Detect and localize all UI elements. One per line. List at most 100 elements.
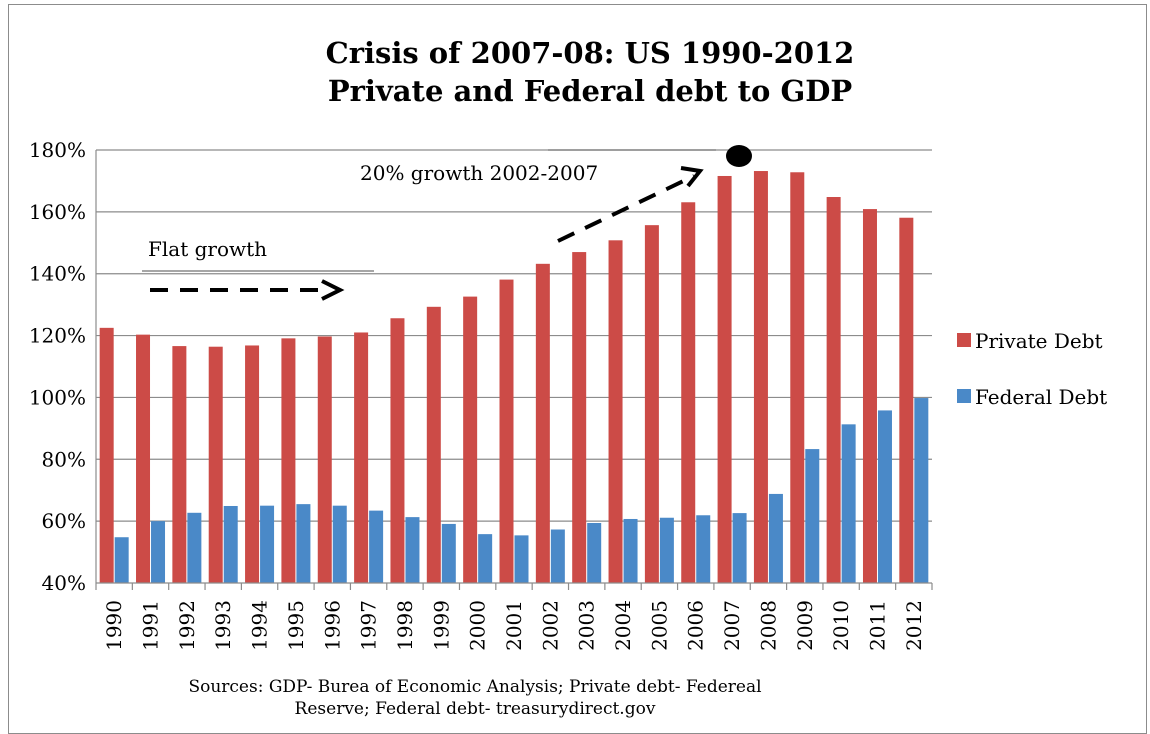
bars [99,171,929,584]
legend-swatch-federal-debt [957,389,971,403]
x-tick-label: 2004 [611,600,635,651]
x-tick-labels: 1990 1991 1992 1993 1994 1995 1996 1997 1998 1999… [102,600,926,651]
federal-debt-bar [623,518,638,583]
private-debt-bar [499,279,514,583]
y-tick-label: 160% [29,200,86,224]
private-debt-bar [862,209,877,583]
x-tick-label: 1995 [284,600,308,651]
x-tick-label: 1999 [429,600,453,651]
federal-debt-bar [151,521,166,583]
peak-marker-dot [726,145,752,167]
y-tick-labels: 180% 160% 140% 120% 100% 80% 60% 40% [29,138,86,595]
federal-debt-bar [514,535,529,583]
x-tick-label: 2009 [793,600,817,651]
private-debt-bar [826,197,841,584]
chart-title: Crisis of 2007-08: US 1990-2012 Private … [0,34,1150,110]
annotations: Flat growth 20% growth 2002-2007 [142,145,752,301]
federal-debt-bar [332,505,347,583]
x-tick-label: 1992 [175,600,199,651]
y-tick-label: 140% [29,262,86,286]
y-tick-label: 100% [29,385,86,409]
x-tick-label: 2008 [756,600,780,651]
sources-line-1: Sources: GDP- Burea of Economic Analysis… [188,677,762,697]
private-debt-bar [681,202,696,583]
x-tick-label: 1993 [211,600,235,651]
x-tick-label: 1990 [102,600,126,651]
private-debt-bar [899,217,914,583]
legend-swatch-private-debt [957,333,971,347]
private-debt-bar [354,332,369,583]
x-tick-label: 1994 [248,600,272,651]
private-debt-bar [535,263,550,583]
sources-line-2: Reserve; Federal debt- treasurydirect.go… [294,699,656,719]
private-debt-bar [572,252,587,584]
private-debt-bar [172,346,187,583]
private-debt-bar [245,345,260,583]
x-tick-label: 2003 [575,600,599,651]
private-debt-bar [753,171,768,583]
federal-debt-bar [441,523,456,583]
y-tick-label: 60% [42,509,86,533]
private-debt-bar [136,334,151,583]
federal-debt-bar [223,505,238,583]
federal-debt-bar [369,510,384,583]
federal-debt-bar [550,529,565,583]
x-tick-label: 1998 [393,600,417,651]
federal-debt-bar [296,504,311,583]
x-tick-label: 1997 [357,600,381,651]
private-debt-bar [790,172,805,584]
x-tick-label: 2012 [902,600,926,651]
private-debt-bar [99,327,114,583]
private-debt-bar [717,175,732,584]
federal-debt-bar [114,537,129,583]
x-tick-label: 2006 [684,600,708,651]
private-debt-bar [463,296,478,583]
private-debt-bar [281,338,296,583]
y-tick-label: 180% [29,138,86,162]
federal-debt-bar [877,410,892,583]
federal-debt-bar [187,512,202,583]
federal-debt-bar [768,493,783,583]
growth-label: 20% growth 2002-2007 [360,161,598,185]
private-debt-bar [208,346,223,583]
x-tick-label: 2001 [502,600,526,651]
legend: Private Debt Federal Debt [957,329,1107,409]
chart-title-line-2: Private and Federal debt to GDP [327,74,853,108]
federal-debt-bar [587,522,602,583]
federal-debt-bar [805,449,820,583]
federal-debt-bar [732,513,747,583]
axes [95,150,933,590]
y-tick-label: 40% [42,571,86,595]
legend-label-private-debt: Private Debt [975,329,1103,353]
legend-label-federal-debt: Federal Debt [975,385,1107,409]
growth-arrow [557,174,695,243]
x-tick-label: 1991 [139,600,163,651]
private-debt-bar [608,240,623,583]
x-tick-label: 1996 [320,600,344,651]
federal-debt-bar [841,424,856,583]
x-tick-label: 2002 [538,600,562,651]
x-tick-label: 2011 [865,600,889,651]
private-debt-bar [426,306,441,583]
flat-growth-label: Flat growth [148,237,267,261]
private-debt-bar [317,336,332,583]
chart-title-line-1: Crisis of 2007-08: US 1990-2012 [325,36,855,70]
federal-debt-bar [696,515,711,583]
federal-debt-bar [478,534,493,583]
y-tick-label: 80% [42,447,86,471]
x-tick-label: 2007 [720,600,744,651]
private-debt-bar [644,225,659,583]
flat-growth-arrowhead [321,279,345,301]
y-tick-label: 120% [29,324,86,348]
private-debt-bar [390,318,405,583]
x-tick-label: 2000 [466,600,490,651]
federal-debt-bar [260,505,275,583]
sources-note: Sources: GDP- Burea of Economic Analysis… [0,676,950,720]
x-tick-label: 2010 [829,600,853,651]
federal-debt-bar [914,398,929,583]
growth-arrowhead [680,166,704,188]
federal-debt-bar [405,517,420,583]
federal-debt-bar [659,517,674,583]
x-tick-label: 2005 [647,600,671,651]
